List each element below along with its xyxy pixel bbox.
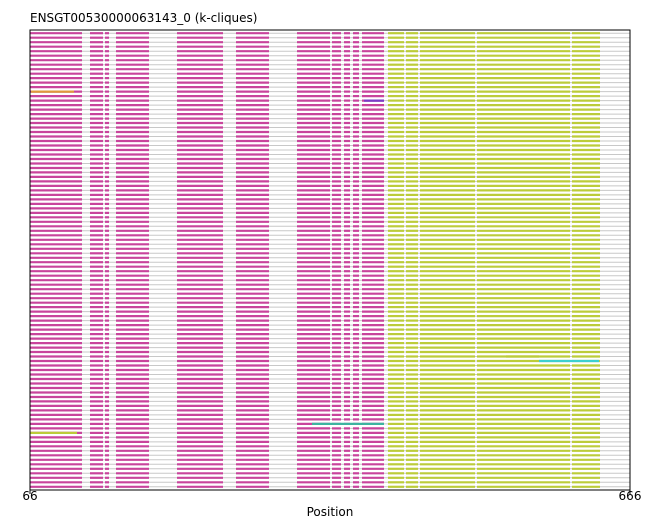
x-tick-label: 666 bbox=[619, 489, 642, 503]
plot-frame bbox=[29, 29, 631, 491]
x-tick-label: 66 bbox=[22, 489, 37, 503]
chart-title: ENSGT00530000063143_0 (k-cliques) bbox=[30, 11, 257, 25]
alignment-tracks bbox=[30, 32, 630, 488]
x-axis-label: Position bbox=[307, 505, 354, 519]
x-axis-ticks: 66 666 bbox=[22, 489, 641, 503]
